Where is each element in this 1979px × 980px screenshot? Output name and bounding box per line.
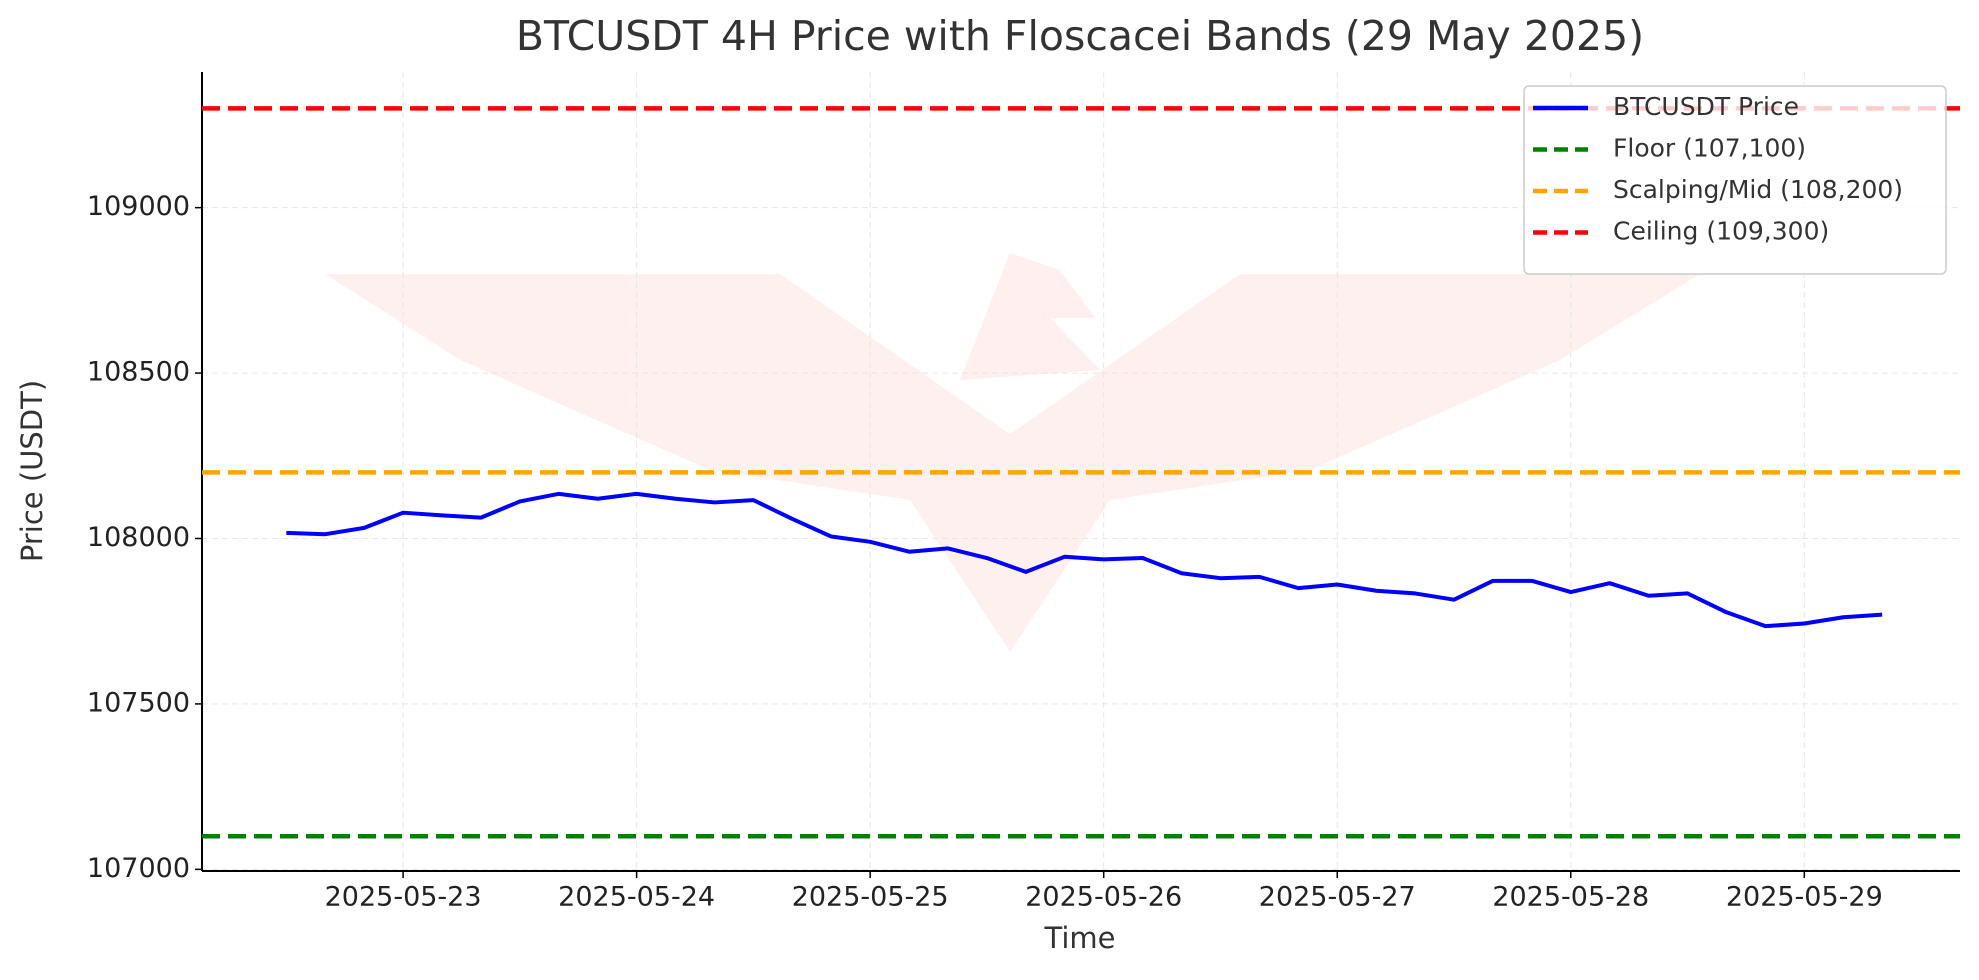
watermark [325,253,1700,652]
y-tick-label: 107000 [87,853,190,884]
chart-title: BTCUSDT 4H Price with Floscacei Bands (2… [516,12,1644,60]
y-tick-label: 108000 [87,522,190,553]
x-tick-label: 2025-05-27 [1259,882,1416,913]
legend-label: Scalping/Mid (108,200) [1613,175,1903,204]
legend-box [1523,85,1947,275]
legend-label: BTCUSDT Price [1613,92,1799,121]
legend: BTCUSDT Price Floor (107,100) Scalping/Mid… [1523,85,1947,275]
legend-label: Floor (107,100) [1613,134,1806,163]
x-axis-label: Time [1044,921,1116,955]
price-line [286,491,1883,629]
y-axis-label: Price (USDT) [15,380,49,562]
x-tick-label: 2025-05-23 [325,882,482,913]
y-tick-label: 108500 [87,357,190,388]
y-tick-label: 107500 [87,687,190,718]
x-tick-label: 2025-05-26 [1025,882,1182,913]
x-tick-label: 2025-05-29 [1726,882,1883,913]
legend-label: Ceiling (109,300) [1613,217,1829,246]
x-tick-label: 2025-05-25 [792,882,949,913]
x-tick-label: 2025-05-24 [558,882,715,913]
y-tick-label: 109000 [87,191,190,222]
x-tick-label: 2025-05-28 [1492,882,1649,913]
